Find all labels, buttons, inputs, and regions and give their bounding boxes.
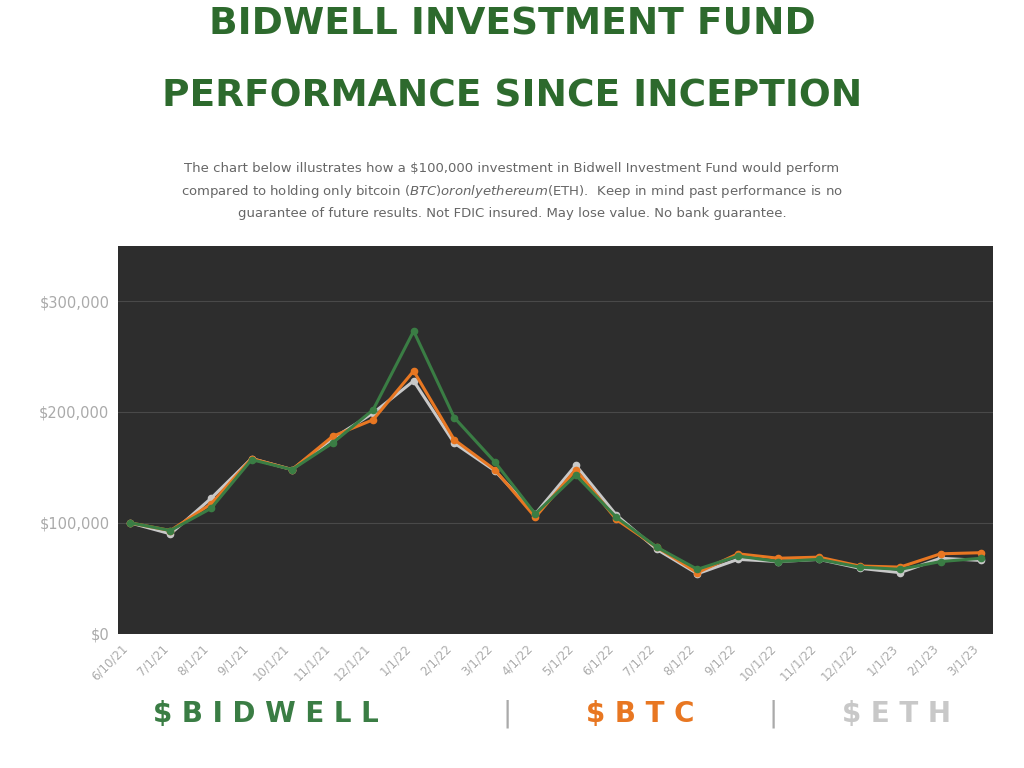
Text: |: | xyxy=(768,700,778,729)
Text: BIDWELL INVESTMENT FUND: BIDWELL INVESTMENT FUND xyxy=(209,6,815,42)
Text: $ B I D W E L L: $ B I D W E L L xyxy=(154,700,379,728)
Text: PERFORMANCE SINCE INCEPTION: PERFORMANCE SINCE INCEPTION xyxy=(162,79,862,114)
Text: $ B T C: $ B T C xyxy=(586,700,694,728)
Text: $ E T H: $ E T H xyxy=(842,700,950,728)
Text: The chart below illustrates how a $100,000 investment in Bidwell Investment Fund: The chart below illustrates how a $100,0… xyxy=(181,162,843,220)
Text: |: | xyxy=(502,700,512,729)
